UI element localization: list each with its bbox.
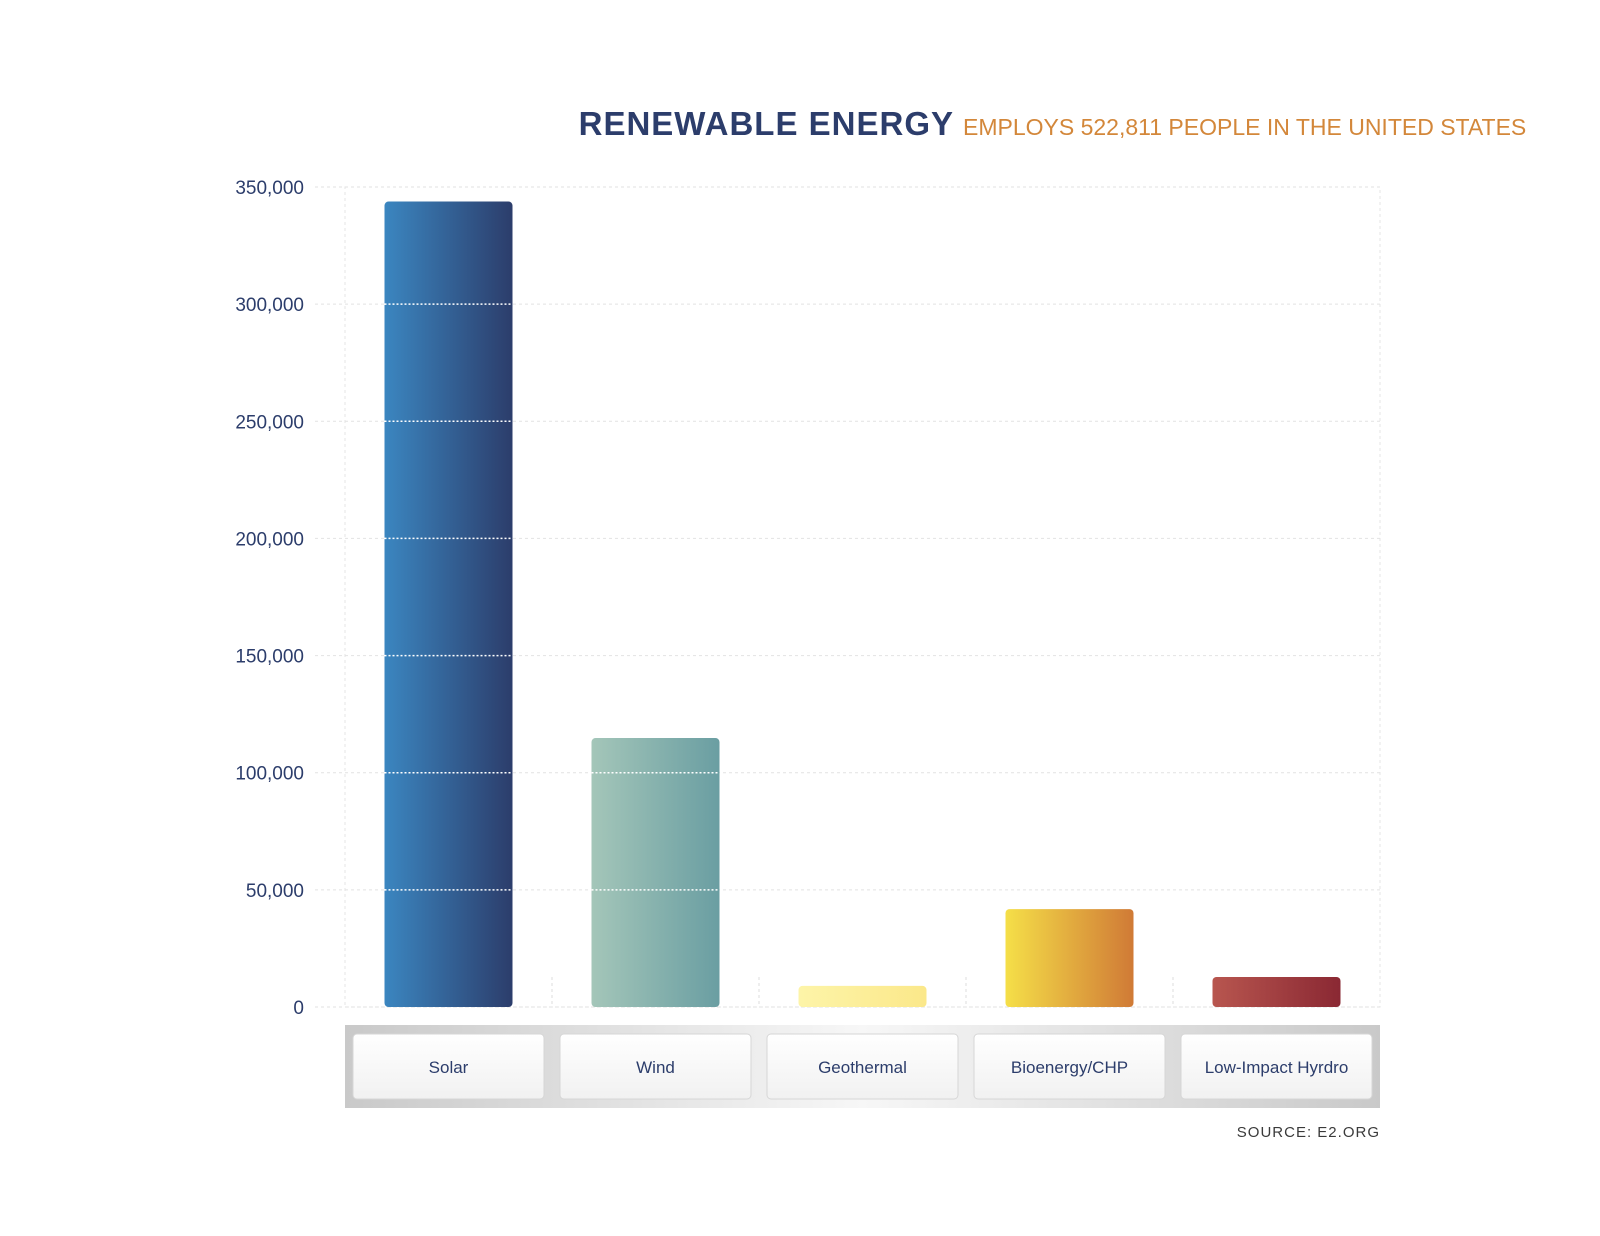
- category-box: [559, 1033, 752, 1100]
- category-box: [973, 1033, 1166, 1100]
- y-axis: 0 50,000 100,000 150,000 200,000 250,000 300,0…: [235, 178, 304, 1019]
- y-tick-label: 50,000: [246, 881, 304, 902]
- category-label: Solar: [429, 1058, 469, 1077]
- x-axis-categories: Solar Wind Geothermal Bioenergy/CHP Low-Impa…: [352, 1033, 1373, 1100]
- bar-bioenergy-chp: [1005, 909, 1134, 1007]
- y-tick-label: 350,000: [235, 178, 304, 199]
- bar-overlay-lines: [384, 303, 720, 891]
- chart-subtitle: EMPLOYS 522,811 PEOPLE IN THE UNITED STA…: [963, 114, 1526, 140]
- chart-title: RENEWABLE ENERGY: [579, 105, 954, 142]
- bars: [384, 201, 1341, 1008]
- y-tick-label: 300,000: [235, 295, 304, 316]
- category-label: Bioenergy/CHP: [1011, 1058, 1128, 1077]
- bar-geothermal: [798, 985, 927, 1007]
- y-tick-label: 100,000: [235, 764, 304, 785]
- category-box: [1180, 1033, 1373, 1100]
- y-tick-label: 150,000: [235, 647, 304, 668]
- category-label: Low-Impact Hyrdro: [1205, 1058, 1349, 1077]
- bar-solar: [384, 201, 513, 1008]
- source-note: SOURCE: E2.ORG: [1237, 1124, 1380, 1141]
- bar-wind: [591, 738, 720, 1007]
- y-tick-label: 0: [293, 998, 304, 1019]
- y-tick-label: 250,000: [235, 412, 304, 433]
- grid-lines: [315, 186, 1380, 1008]
- bar-low-impact-hyrdro: [1212, 977, 1341, 1007]
- category-label: Geothermal: [818, 1058, 907, 1077]
- category-label: Wind: [636, 1058, 675, 1077]
- category-box: [766, 1033, 959, 1100]
- y-tick-label: 200,000: [235, 529, 304, 550]
- category-box: [352, 1033, 545, 1100]
